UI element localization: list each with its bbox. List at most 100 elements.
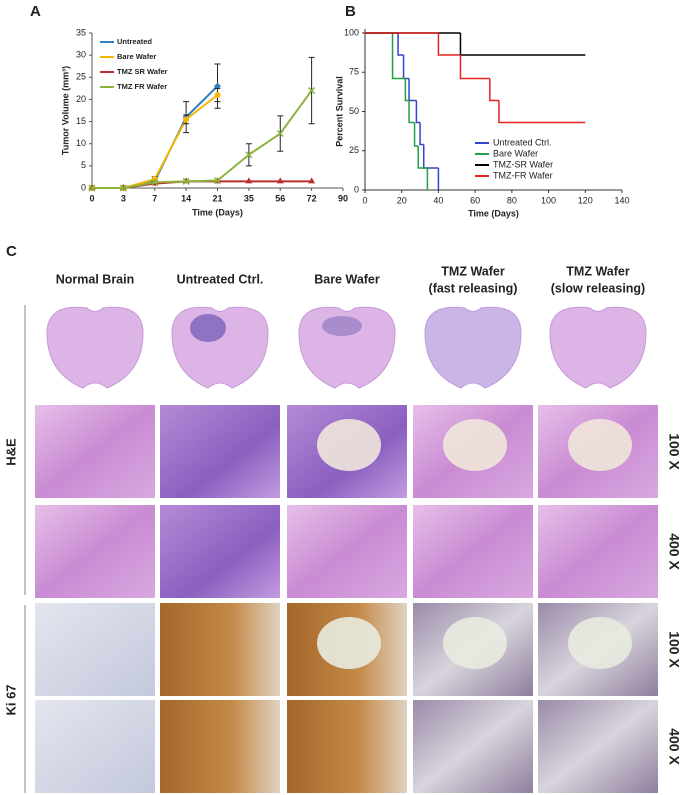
stain-label: Ki 67 bbox=[3, 684, 18, 715]
survival-step bbox=[459, 33, 586, 56]
y-axis-label: Percent Survival bbox=[334, 76, 344, 147]
y-tick-label: 0 bbox=[81, 182, 86, 192]
micrograph bbox=[538, 700, 658, 793]
legend-label: TMZ FR Wafer bbox=[117, 82, 167, 91]
micrograph bbox=[160, 405, 280, 498]
x-tick-label: 120 bbox=[578, 195, 593, 205]
x-tick-label: 21 bbox=[212, 193, 222, 203]
legend-label: TMZ-SR Wafer bbox=[493, 159, 553, 169]
y-tick-label: 25 bbox=[76, 72, 86, 82]
y-tick-label: 15 bbox=[76, 116, 86, 126]
survival-step bbox=[417, 146, 428, 169]
wafer-cavity bbox=[443, 617, 507, 669]
micrograph bbox=[538, 505, 658, 598]
micrograph bbox=[35, 505, 155, 598]
legend-label: Bare Wafer bbox=[117, 52, 156, 61]
legend-label: Untreated Ctrl. bbox=[493, 137, 552, 147]
brain-section bbox=[46, 306, 144, 389]
x-tick-label: 72 bbox=[307, 193, 317, 203]
survival-step bbox=[422, 144, 439, 169]
brain-section bbox=[424, 306, 522, 389]
tumor bbox=[322, 316, 362, 336]
marker bbox=[119, 184, 127, 192]
magnification-label: 100 X bbox=[666, 433, 682, 470]
marker bbox=[245, 177, 253, 184]
legend-label: Untreated bbox=[117, 37, 152, 46]
series-line bbox=[92, 94, 219, 189]
micrograph bbox=[287, 505, 407, 598]
x-tick-label: 20 bbox=[397, 195, 407, 205]
wafer-cavity bbox=[443, 419, 507, 471]
y-tick-label: 10 bbox=[76, 138, 86, 148]
legend-label: TMZ SR Wafer bbox=[117, 67, 168, 76]
stain-label: H&E bbox=[3, 438, 18, 466]
marker bbox=[276, 177, 284, 184]
y-tick-label: 100 bbox=[344, 27, 359, 37]
micrograph bbox=[35, 603, 155, 696]
x-tick-label: 0 bbox=[362, 195, 367, 205]
wafer-cavity bbox=[568, 419, 632, 471]
series-line bbox=[92, 85, 219, 189]
x-tick-label: 40 bbox=[433, 195, 443, 205]
survival-step bbox=[489, 78, 500, 102]
x-tick-label: 3 bbox=[121, 193, 126, 203]
marker bbox=[182, 177, 190, 185]
column-header: TMZ Wafer bbox=[441, 264, 505, 278]
y-tick-label: 35 bbox=[76, 27, 86, 37]
micrograph bbox=[413, 505, 533, 598]
column-header: (slow releasing) bbox=[551, 281, 645, 295]
x-tick-label: 7 bbox=[152, 193, 157, 203]
wafer-cavity bbox=[317, 419, 381, 471]
marker bbox=[213, 176, 222, 185]
legend-label: Bare Wafer bbox=[493, 148, 538, 158]
survival-step bbox=[391, 33, 406, 80]
marker bbox=[88, 184, 96, 192]
panel-label: A bbox=[30, 3, 41, 20]
y-tick-label: 5 bbox=[81, 160, 86, 170]
wafer-cavity bbox=[317, 617, 381, 669]
x-axis-label: Time (Days) bbox=[468, 208, 519, 218]
x-tick-label: 56 bbox=[275, 193, 285, 203]
brain-section bbox=[549, 306, 647, 389]
magnification-label: 400 X bbox=[666, 728, 682, 765]
column-header: Normal Brain bbox=[56, 272, 135, 286]
survival-step bbox=[459, 54, 490, 80]
y-tick-label: 50 bbox=[349, 106, 359, 116]
survival-step bbox=[408, 78, 417, 102]
magnification-label: 100 X bbox=[666, 631, 682, 668]
survival-step bbox=[498, 100, 586, 124]
marker bbox=[308, 87, 316, 95]
x-tick-label: 140 bbox=[614, 195, 629, 205]
column-header: Untreated Ctrl. bbox=[177, 272, 264, 286]
micrograph bbox=[35, 700, 155, 793]
column-header: Bare Wafer bbox=[314, 272, 380, 286]
survival-step bbox=[397, 33, 404, 56]
column-header: TMZ Wafer bbox=[566, 264, 630, 278]
marker bbox=[245, 151, 253, 159]
marker bbox=[183, 116, 190, 123]
legend-label: TMZ-FR Wafer bbox=[493, 170, 553, 180]
survival-step bbox=[402, 54, 410, 80]
micrograph bbox=[287, 700, 407, 793]
x-tick-label: 0 bbox=[89, 193, 94, 203]
x-axis-label: Time (Days) bbox=[192, 207, 243, 217]
panel-label: B bbox=[345, 3, 356, 20]
marker bbox=[308, 177, 316, 184]
x-tick-label: 60 bbox=[470, 195, 480, 205]
series-line bbox=[92, 89, 313, 189]
y-tick-label: 0 bbox=[354, 184, 359, 194]
x-tick-label: 35 bbox=[244, 193, 254, 203]
x-tick-label: 100 bbox=[541, 195, 556, 205]
y-tick-label: 75 bbox=[349, 67, 359, 77]
x-tick-label: 14 bbox=[181, 193, 191, 203]
wafer-cavity bbox=[568, 617, 632, 669]
marker bbox=[214, 92, 221, 98]
micrograph bbox=[160, 505, 280, 598]
micrograph bbox=[160, 603, 280, 696]
y-tick-label: 20 bbox=[76, 94, 86, 104]
micrograph bbox=[413, 700, 533, 793]
survival-step bbox=[413, 122, 419, 147]
survival-step bbox=[404, 78, 410, 102]
survival-step bbox=[437, 33, 461, 56]
